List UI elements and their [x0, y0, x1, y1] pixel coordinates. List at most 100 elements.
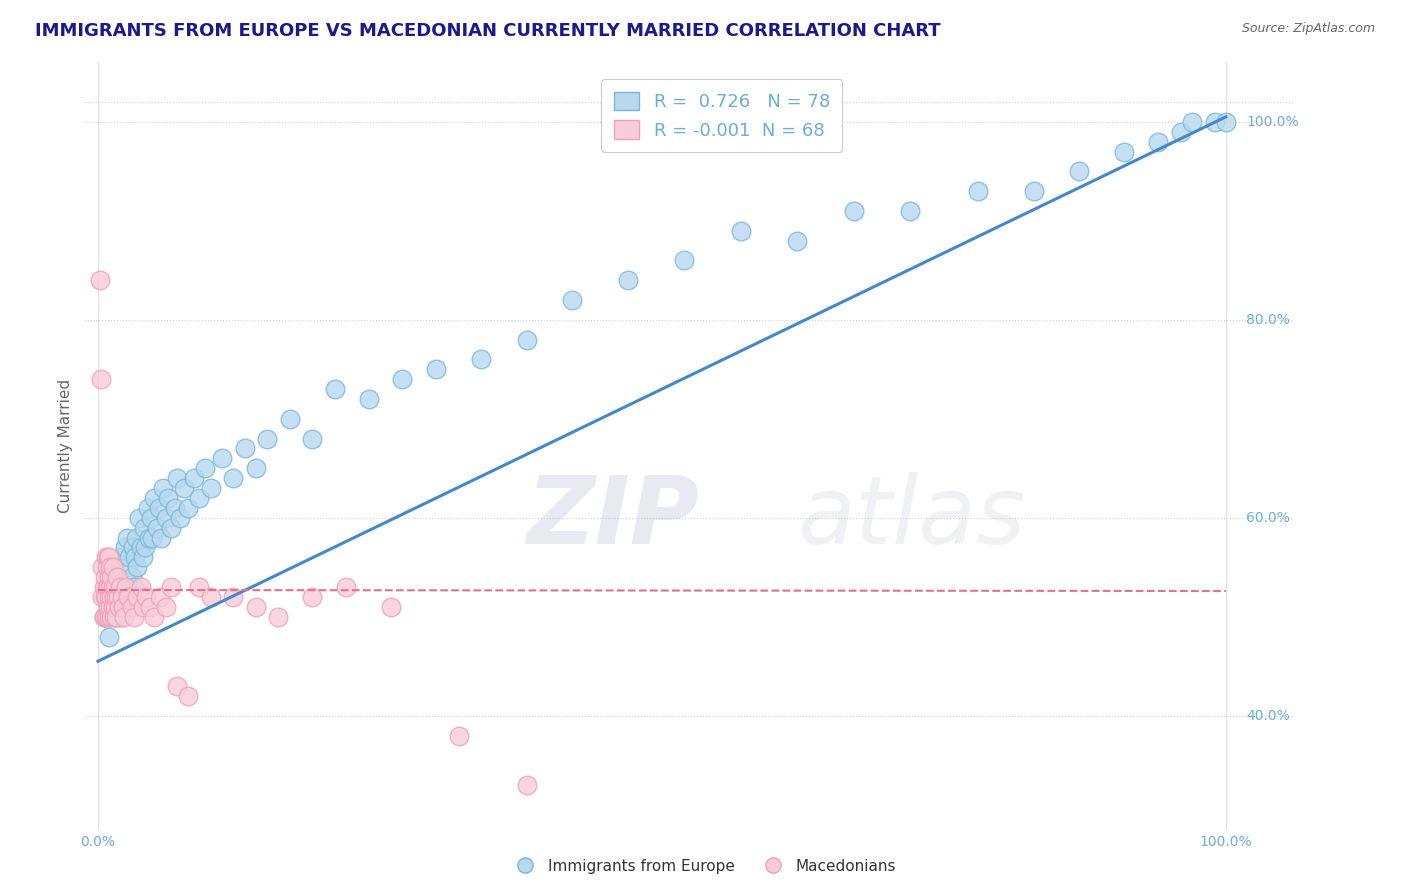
Point	[89, 273, 111, 287]
Point	[101, 580, 124, 594]
Legend: R =  0.726   N = 78, R = -0.001  N = 68: R = 0.726 N = 78, R = -0.001 N = 68	[602, 79, 842, 153]
Point	[124, 550, 146, 565]
Text: 0.0%: 0.0%	[80, 835, 115, 848]
Point	[425, 362, 447, 376]
Point	[105, 590, 128, 604]
Point	[447, 729, 470, 743]
Point	[160, 580, 183, 594]
Point	[104, 599, 127, 614]
Point	[122, 609, 145, 624]
Point	[267, 609, 290, 624]
Point	[111, 590, 134, 604]
Point	[110, 580, 132, 594]
Point	[134, 521, 156, 535]
Point	[1069, 164, 1091, 178]
Point	[104, 590, 127, 604]
Point	[222, 471, 245, 485]
Point	[129, 541, 152, 555]
Point	[107, 570, 129, 584]
Point	[117, 590, 139, 604]
Text: IMMIGRANTS FROM EUROPE VS MACEDONIAN CURRENTLY MARRIED CORRELATION CHART: IMMIGRANTS FROM EUROPE VS MACEDONIAN CUR…	[35, 22, 941, 40]
Point	[139, 599, 162, 614]
Point	[121, 541, 143, 555]
Point	[98, 590, 121, 604]
Point	[96, 580, 118, 594]
Point	[145, 521, 167, 535]
Legend: Immigrants from Europe, Macedonians: Immigrants from Europe, Macedonians	[503, 853, 903, 880]
Point	[91, 590, 114, 604]
Point	[94, 590, 117, 604]
Point	[135, 590, 157, 604]
Point	[149, 590, 172, 604]
Point	[111, 599, 134, 614]
Point	[98, 560, 121, 574]
Point	[98, 560, 121, 574]
Point	[278, 411, 301, 425]
Text: ZIP: ZIP	[526, 472, 699, 564]
Point	[163, 500, 186, 515]
Point	[110, 609, 132, 624]
Point	[125, 531, 148, 545]
Point	[104, 609, 127, 624]
Point	[200, 590, 222, 604]
Point	[98, 580, 121, 594]
Point	[515, 778, 537, 792]
Point	[173, 481, 195, 495]
Point	[245, 461, 267, 475]
Point	[122, 580, 145, 594]
Point	[233, 442, 256, 456]
Point	[129, 580, 152, 594]
Point	[152, 481, 174, 495]
Point	[515, 333, 537, 347]
Point	[97, 580, 120, 594]
Point	[93, 580, 115, 594]
Text: atlas: atlas	[797, 472, 1025, 563]
Point	[103, 590, 125, 604]
Point	[380, 599, 402, 614]
Point	[103, 609, 125, 624]
Point	[357, 392, 380, 406]
Point	[177, 500, 200, 515]
Point	[100, 609, 122, 624]
Point	[132, 599, 155, 614]
Point	[115, 531, 138, 545]
Point	[94, 590, 117, 604]
Point	[166, 679, 188, 693]
Point	[188, 580, 211, 594]
Text: Source: ZipAtlas.com: Source: ZipAtlas.com	[1241, 22, 1375, 36]
Point	[166, 471, 188, 485]
Point	[1170, 125, 1192, 139]
Point	[93, 609, 115, 624]
Point	[127, 590, 149, 604]
Point	[100, 590, 122, 604]
Point	[98, 599, 121, 614]
Point	[211, 451, 233, 466]
Point	[966, 184, 988, 198]
Point	[105, 570, 128, 584]
Point	[98, 550, 121, 565]
Point	[136, 500, 159, 515]
Point	[842, 203, 865, 218]
Point	[104, 580, 127, 594]
Point	[110, 550, 132, 565]
Point	[200, 481, 222, 495]
Point	[121, 570, 143, 584]
Point	[134, 541, 156, 555]
Point	[90, 372, 112, 386]
Point	[97, 550, 120, 565]
Point	[194, 461, 217, 475]
Point	[183, 471, 205, 485]
Point	[156, 491, 179, 505]
Point	[104, 609, 127, 624]
Point	[98, 630, 121, 644]
Point	[143, 609, 166, 624]
Point	[96, 560, 118, 574]
Point	[94, 609, 117, 624]
Point	[1181, 115, 1204, 129]
Point	[98, 570, 121, 584]
Point	[245, 599, 267, 614]
Point	[121, 599, 143, 614]
Point	[93, 570, 115, 584]
Text: 100.0%: 100.0%	[1199, 835, 1253, 848]
Point	[100, 570, 122, 584]
